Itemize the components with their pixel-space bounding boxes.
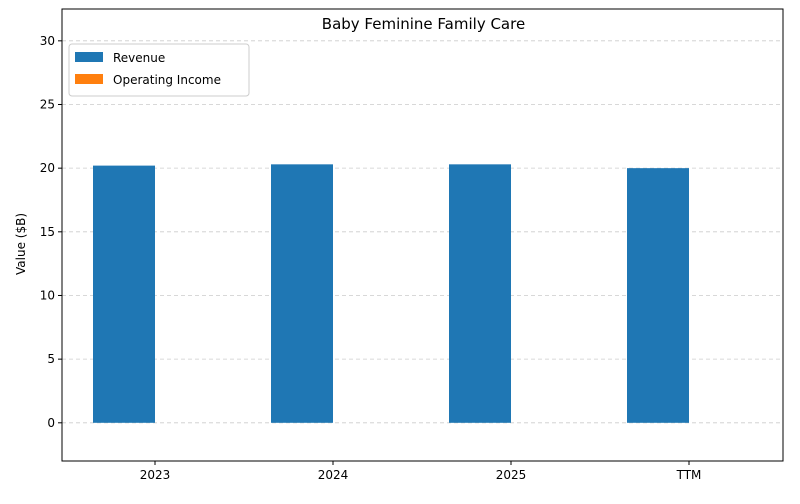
y-tick-label: 0 [47, 416, 55, 430]
legend-label: Revenue [113, 51, 165, 65]
bar-revenue [271, 164, 333, 423]
chart-title: Baby Feminine Family Care [322, 15, 525, 33]
legend-swatch [75, 52, 103, 62]
legend-swatch [75, 74, 103, 84]
plot-frame [61, 8, 784, 462]
x-tick-label: TTM [676, 468, 702, 482]
y-tick-label: 10 [40, 288, 55, 302]
legend: Revenue Operating Income [68, 43, 250, 97]
y-axis-label: Value ($B) [14, 213, 28, 275]
legend-label: Operating Income [113, 73, 221, 87]
y-tick-label: 15 [40, 225, 55, 239]
y-tick-label: 30 [40, 34, 55, 48]
y-tick-label: 20 [40, 161, 55, 175]
bar-revenue [449, 164, 511, 423]
x-tick-label: 2023 [140, 468, 171, 482]
bars [93, 164, 689, 423]
grid-lines [62, 40, 783, 424]
x-tick-label: 2025 [496, 468, 527, 482]
legend-frame [68, 43, 250, 97]
y-tick-label: 25 [40, 97, 55, 111]
bar-revenue [627, 168, 689, 423]
x-tick-label: 2024 [318, 468, 349, 482]
bar-revenue [93, 165, 155, 423]
y-tick-label: 5 [47, 352, 55, 366]
